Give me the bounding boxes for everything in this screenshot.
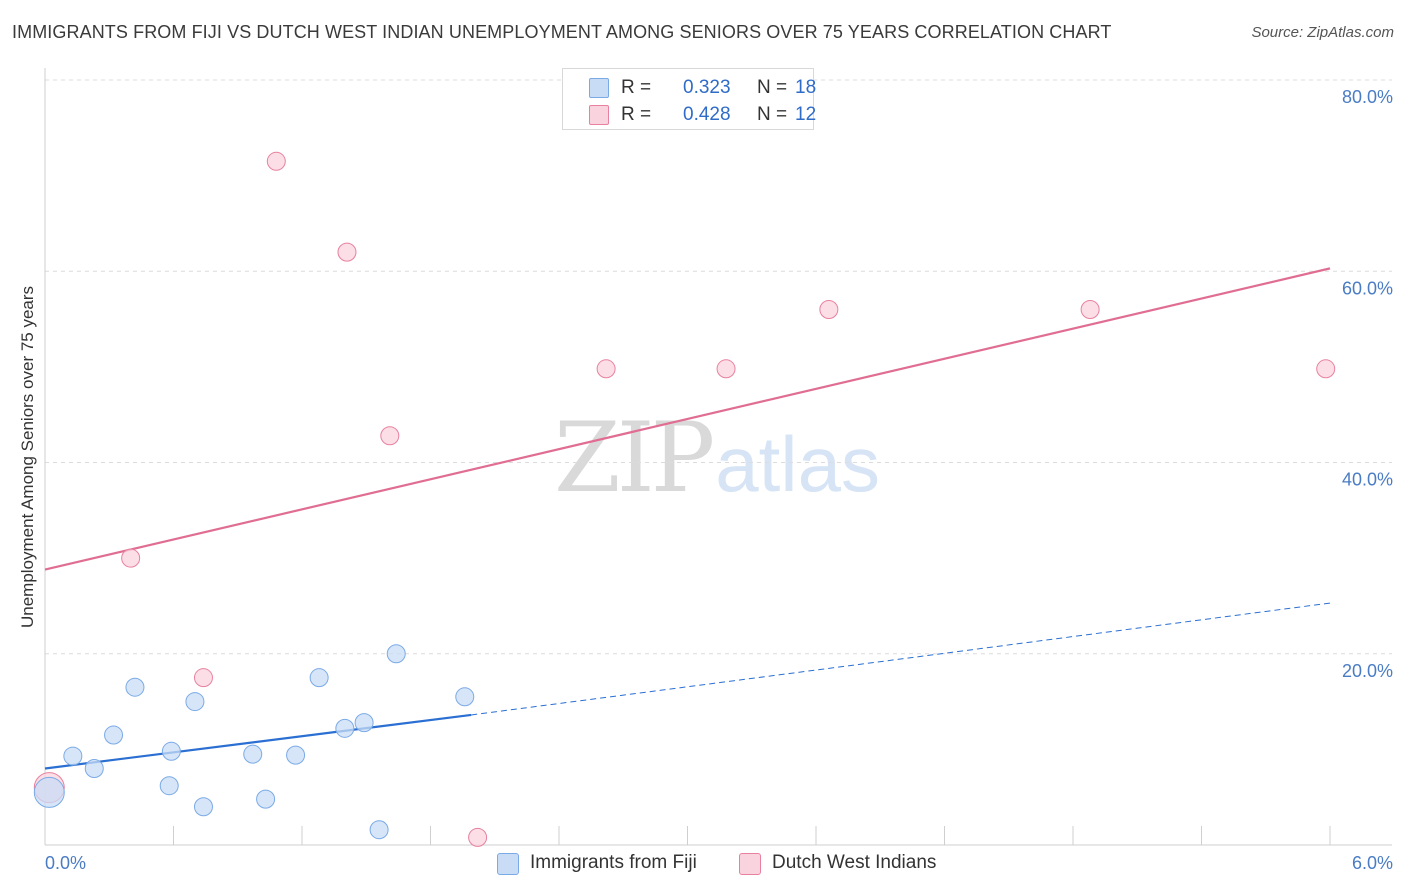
- dwi-swatch: [589, 105, 609, 125]
- y-tick-label-40: 40.0%: [1342, 470, 1393, 490]
- fiji-point: [369, 820, 389, 840]
- trend-lines: [44, 267, 1331, 770]
- fiji-point: [125, 677, 145, 697]
- fiji-point: [309, 668, 329, 688]
- fiji-swatch: [497, 853, 519, 875]
- dutch-west-indians-point: [1080, 300, 1100, 319]
- dutch-west-indians-point: [193, 668, 213, 688]
- r-value: 0.323: [683, 77, 731, 98]
- tick-labels: 20.0% 40.0% 60.0% 80.0% 0.0% 6.0%: [45, 87, 1393, 873]
- fiji-point: [63, 746, 83, 766]
- fiji-point: [33, 776, 65, 808]
- dutch-west-indians-point: [819, 300, 839, 319]
- fiji-point: [104, 725, 124, 745]
- n-label: N =: [757, 77, 788, 98]
- dutch-west-indians-point: [596, 359, 616, 379]
- r-label: R =: [621, 104, 652, 125]
- series-legend: Immigrants from Fiji Dutch West Indians: [0, 852, 1406, 878]
- x-tick-label-min: 0.0%: [45, 853, 86, 873]
- n-value: 12: [795, 104, 817, 125]
- legend-label: Dutch West Indians: [772, 852, 937, 873]
- fiji-point: [193, 797, 213, 817]
- chart-title: IMMIGRANTS FROM FIJI VS DUTCH WEST INDIA…: [12, 22, 1112, 42]
- x-tick-label-max: 6.0%: [1352, 853, 1393, 873]
- dutch-west-indians-point: [121, 548, 141, 568]
- dutch-west-indians-point: [380, 426, 400, 446]
- y-tick-label-20: 20.0%: [1342, 661, 1393, 681]
- y-tick-label-80: 80.0%: [1342, 87, 1393, 107]
- n-value: 18: [795, 77, 817, 98]
- r-value: 0.428: [683, 104, 731, 125]
- fiji-point: [286, 745, 306, 765]
- fiji-point: [84, 759, 104, 778]
- y-tick-label-60: 60.0%: [1342, 278, 1393, 298]
- trend-extension-fiji: [471, 602, 1331, 716]
- fiji-point: [161, 741, 181, 761]
- source-credit: Source: ZipAtlas.com: [1251, 24, 1394, 41]
- r-label: R =: [621, 77, 652, 98]
- fiji-point: [354, 713, 374, 733]
- dutch-west-indians-point: [266, 151, 286, 171]
- fiji-point: [335, 718, 355, 738]
- data-points: [33, 151, 1336, 847]
- legend-label: Immigrants from Fiji: [530, 852, 697, 873]
- fiji-point: [256, 789, 276, 809]
- dutch-west-indians-point: [337, 242, 357, 262]
- trend-line-fiji: [44, 713, 472, 770]
- dwi-swatch: [739, 853, 761, 875]
- dutch-west-indians-point: [1316, 359, 1336, 379]
- fiji-point: [455, 687, 475, 707]
- fiji-point: [159, 776, 179, 796]
- fiji-point: [243, 744, 263, 764]
- fiji-swatch: [589, 78, 609, 98]
- fiji-point: [185, 692, 205, 712]
- correlation-legend: R = 0.323 N = 18 R = 0.428 N = 12: [562, 68, 817, 130]
- trend-line-dutch-west-indians: [44, 267, 1331, 571]
- dutch-west-indians-point: [716, 359, 736, 379]
- n-label: N =: [757, 104, 788, 125]
- dutch-west-indians-point: [468, 827, 488, 847]
- fiji-point: [386, 644, 406, 664]
- axes: [44, 68, 1392, 846]
